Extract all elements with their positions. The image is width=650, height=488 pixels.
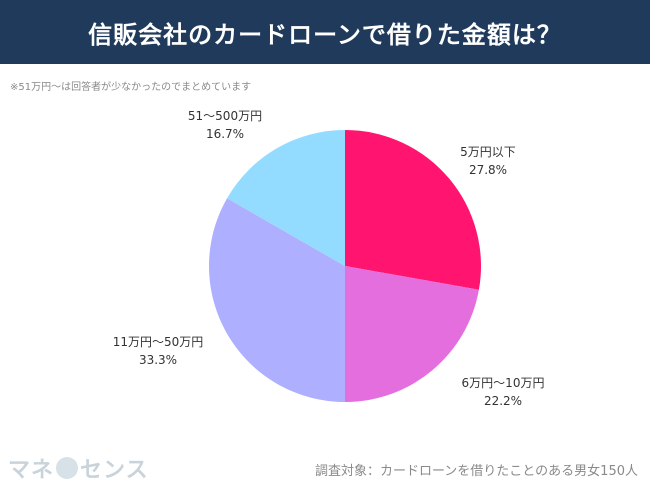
slice-value-label: 22.2% [483, 394, 523, 408]
pie-slice-3 [227, 130, 345, 266]
title-bar: 信販会社のカードローンで借りた金額は？ [0, 0, 650, 64]
survey-caption: 調査対象：カードローンを借りたことのある男女150人 [314, 464, 638, 479]
slice-category-label: 6万円〜10万円 [461, 376, 545, 390]
coin-icon [56, 457, 79, 479]
footnote: ※51万円〜は回答者が少なかったのでまとめています [10, 82, 252, 93]
slice-value-label: 33.3% [138, 353, 178, 367]
slice-category-label: 51〜500万円 [187, 109, 263, 123]
slice-label-2: 11万円〜50万円 33.3% [98, 333, 218, 369]
slice-label-3: 51〜500万円 16.7% [175, 107, 275, 143]
slice-value-label: 27.8% [468, 163, 508, 177]
slice-value-label: 16.7% [205, 127, 245, 141]
logo-text-right: センス [80, 458, 149, 483]
pie-slice-2 [208, 198, 345, 402]
slice-label-0: 5万円以下 27.8% [448, 143, 528, 179]
slice-category-label: 5万円以下 [460, 145, 516, 159]
slice-category-label: 11万円〜50万円 [112, 335, 204, 349]
page-title: 信販会社のカードローンで借りた金額は？ [88, 20, 562, 49]
pie-slice-0 [345, 130, 481, 290]
pie-slice-1 [345, 266, 479, 402]
logo: マネ センス [8, 452, 149, 484]
logo-text-left: マネ [8, 458, 55, 483]
slice-label-1: 6万円〜10万円 22.2% [448, 374, 558, 410]
